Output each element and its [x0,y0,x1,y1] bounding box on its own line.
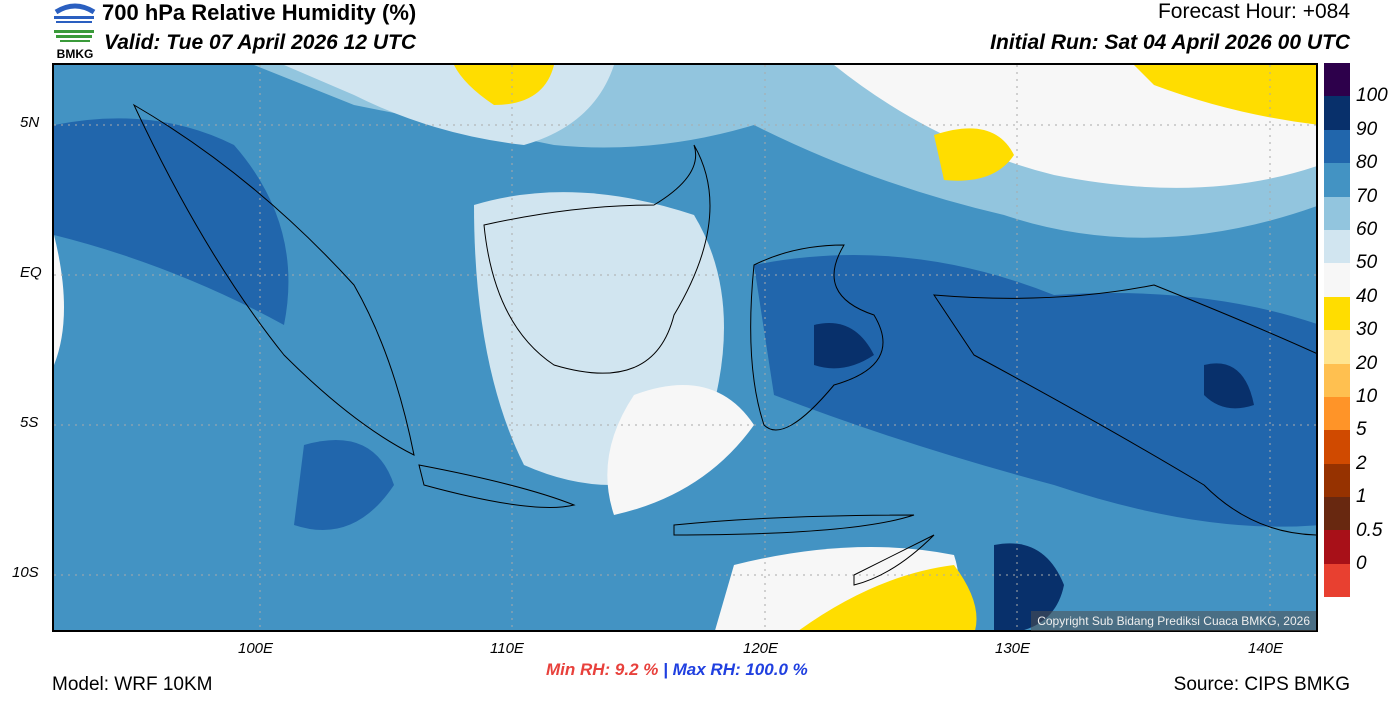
colorbar-swatch [1324,563,1350,598]
colorbar-label: 70 [1356,185,1378,207]
colorbar-label: 10 [1356,386,1378,407]
colorbar-swatch [1324,530,1350,564]
humidity-map [52,63,1318,632]
colorbar-label: 50 [1356,252,1378,274]
lon-label: 130E [995,640,1031,657]
colorbar-label: 60 [1356,219,1378,240]
min-rh: Min RH: 9.2 % [546,660,659,679]
colorbar-swatch [1324,163,1350,197]
colorbar-label: 20 [1356,352,1378,374]
colorbar-swatch [1324,263,1350,297]
lat-label: EQ [20,264,42,281]
lon-label: 120E [743,640,779,657]
colorbar-label: 2 [1356,452,1367,474]
colorbar-label: 90 [1356,118,1378,140]
lat-label: 5S [20,414,39,431]
colorbar-label: 40 [1356,285,1378,307]
colorbar-label: 5 [1356,419,1367,441]
valid-time: Valid: Tue 07 April 2026 12 UTC [104,31,417,54]
initial-run: Initial Run: Sat 04 April 2026 00 UTC [990,31,1350,54]
min-max-rh: Min RH: 9.2 % | Max RH: 100.0 % [546,660,808,680]
colorbar-swatch [1324,497,1350,531]
model-label: Model: WRF 10KM [52,674,213,695]
colorbar-label: 1 [1356,486,1367,508]
colorbar-swatch [1324,363,1350,397]
colorbar-label: 0.5 [1356,519,1383,541]
source-label: Source: CIPS BMKG [1173,674,1350,695]
max-rh: | Max RH: 100.0 % [663,660,808,679]
lat-label: 10S [12,564,39,581]
colorbar-swatch [1324,229,1350,264]
bmkg-logo: BMKG [54,3,96,60]
colorbar-swatch [1324,330,1350,364]
humidity-field [54,65,1316,630]
colorbar-swatch [1324,63,1350,97]
colorbar [1324,63,1350,598]
colorbar-label: 30 [1356,319,1378,341]
lon-label: 110E [490,640,524,657]
colorbar-label: 100 [1356,85,1388,107]
colorbar-swatch [1324,430,1350,464]
map-title: 700 hPa Relative Humidity (%) [102,0,417,25]
lon-label: 100E [238,640,274,657]
lat-label: 5N [20,114,40,131]
colorbar-label: 0 [1356,553,1367,574]
svg-text:BMKG: BMKG [57,47,94,60]
colorbar-swatch [1324,296,1350,331]
lon-label: 140E [1248,640,1284,657]
coastlines [132,103,1316,586]
colorbar-swatch [1324,129,1350,164]
colorbar-label: 80 [1356,152,1378,174]
colorbar-swatch [1324,196,1350,230]
colorbar-swatch [1324,396,1350,431]
colorbar-swatch [1324,463,1350,498]
colorbar-swatch [1324,96,1350,130]
forecast-hour: Forecast Hour: +084 [1157,0,1350,23]
copyright-note: Copyright Sub Bidang Prediksi Cuaca BMKG… [1031,611,1316,631]
